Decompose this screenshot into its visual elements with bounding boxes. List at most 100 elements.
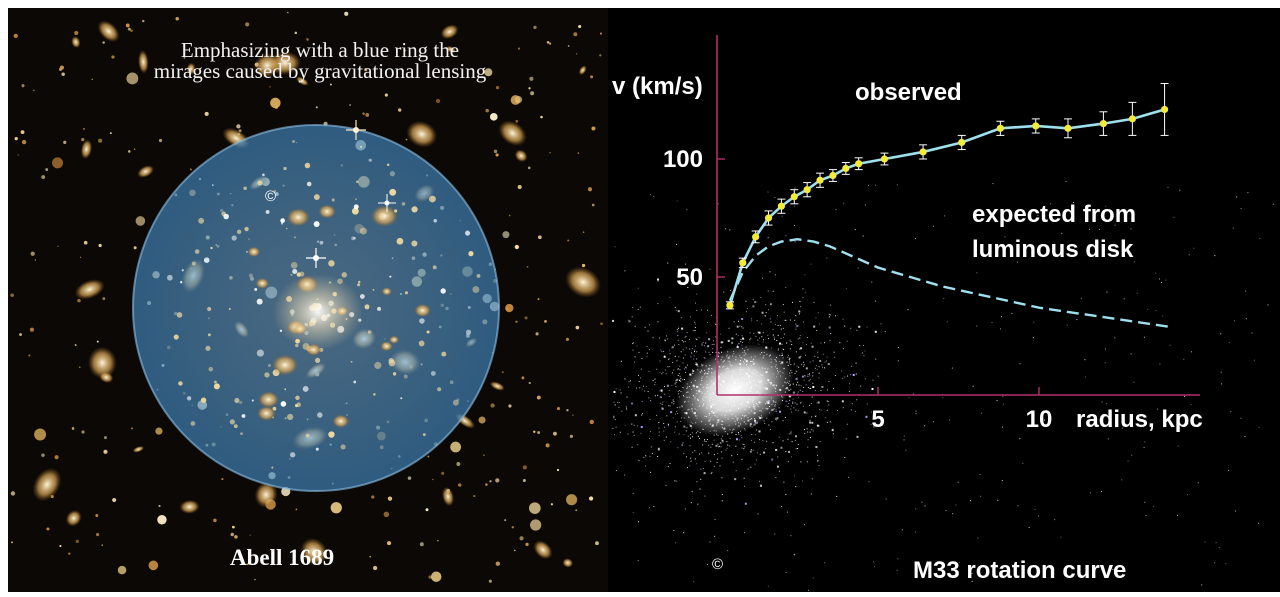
galaxy-dot [101,544,104,546]
star-pixel [784,416,786,418]
star-pixel [877,375,879,377]
star-pixel [626,396,628,398]
cluster-galaxy [396,237,404,245]
star-pixel [714,518,716,520]
galaxy-dot [537,431,541,434]
elliptical-galaxy [137,165,155,178]
star-pixel [714,535,716,537]
star-pixel [646,356,648,358]
galaxy-dot [127,150,131,153]
star-pixel [738,439,740,441]
cluster-galaxy [441,351,447,357]
star-pixel [696,351,698,353]
star-pixel [741,326,743,328]
star-pixel [681,317,683,319]
cluster-galaxy [437,387,442,392]
star-pixel [1153,505,1155,507]
star-pixel [694,322,696,324]
galaxy-dot [553,431,557,436]
galaxy-dot [530,519,542,531]
star-pixel [885,498,887,500]
star-pixel [842,348,844,350]
star-pixel [814,390,816,392]
star-pixel [744,446,746,448]
star-pixel [612,319,615,322]
star-pixel [721,457,723,459]
star-pixel [864,378,866,380]
star-pixel [777,348,779,350]
star-pixel [1240,417,1242,419]
cluster-galaxy [186,396,192,401]
star-pixel [1136,292,1138,294]
star-pixel [804,274,806,276]
star-pixel [684,336,686,338]
star-pixel [819,323,821,325]
galaxy-dot [117,565,127,575]
galaxy-dot [249,534,251,536]
star-pixel [788,433,790,435]
star-pixel [653,506,655,508]
star-pixel [1101,401,1103,403]
star-pixel [1258,427,1260,429]
star-pixel [669,365,671,367]
star-pixel [677,339,679,341]
star-pixel [799,337,801,339]
galaxy-dot [175,16,179,21]
star-pixel [612,427,614,429]
star-pixel [736,325,739,328]
galaxy-dot [419,542,424,547]
cluster-label: Abell 1689 [230,545,335,570]
star-pixel [1106,291,1108,293]
star-pixel [731,341,734,344]
annotation-observed: observed [855,79,962,106]
star-pixel [800,461,802,463]
star-pixel [685,367,687,369]
cluster-galaxy [265,210,270,214]
star-pixel [613,401,615,403]
star-pixel [701,343,703,345]
cluster-galaxy [465,230,471,236]
star-pixel [915,238,917,240]
cluster-galaxy [292,268,298,275]
cluster-galaxy [280,218,285,223]
star-pixel [676,480,678,482]
star-pixel [695,363,698,366]
star-pixel [657,448,660,451]
star-pixel [638,521,640,523]
star-pixel [814,367,816,369]
star-pixel [749,339,751,341]
star-pixel [661,403,663,405]
star-pixel [782,420,784,422]
star-pixel [759,480,761,482]
elliptical-galaxy [80,139,93,160]
star-pixel [751,318,753,320]
star-pixel [695,432,697,434]
star-pixel [800,402,802,404]
star-pixel [710,473,712,475]
star-pixel [820,390,822,392]
star-pixel [674,383,676,385]
star-pixel [812,382,814,384]
star-pixel [797,444,799,446]
star-pixel [776,417,779,420]
star-pixel [857,267,859,269]
galaxy-dot [155,427,163,435]
galaxy-dot [330,502,342,514]
cluster-galaxy [271,466,274,469]
cluster-galaxy [355,198,357,201]
star-pixel [719,465,721,467]
star-pixel [866,326,868,328]
elliptical-galaxy [138,50,149,74]
star-pixel [779,410,782,413]
galaxy-dot [402,69,405,72]
cluster-galaxy [290,273,293,276]
galaxy-dot [495,86,500,90]
star-pixel [721,451,723,453]
star-pixel [740,339,742,341]
galaxy-dot [535,332,539,336]
star-pixel [958,561,960,563]
star-pixel [744,502,747,505]
galaxy-dot [362,112,365,115]
bright-cluster-galaxy [271,354,299,376]
star-pixel [613,415,615,417]
